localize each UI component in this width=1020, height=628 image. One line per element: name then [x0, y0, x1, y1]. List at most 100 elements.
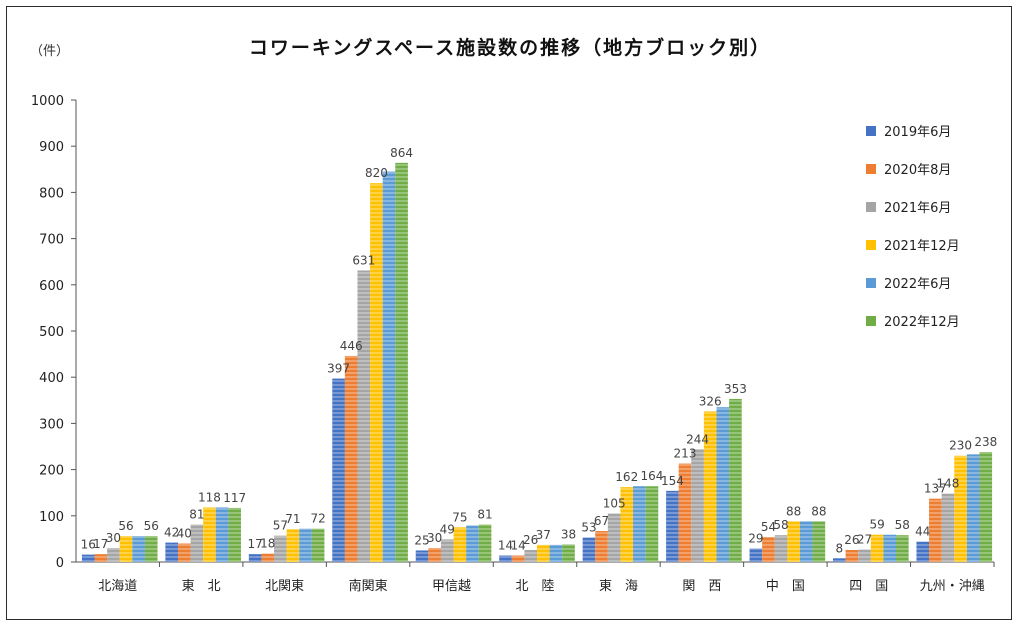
data-label: 164	[641, 469, 664, 483]
bar-texture	[633, 486, 646, 562]
data-label: 58	[773, 518, 788, 532]
bar-texture	[787, 521, 800, 562]
y-tick-label: 500	[39, 325, 64, 340]
bar-texture	[228, 507, 241, 562]
data-label: 326	[699, 394, 722, 408]
y-tick-label: 0	[56, 556, 64, 571]
data-label: 238	[974, 435, 997, 449]
bar-texture	[286, 529, 300, 562]
bar-texture	[215, 507, 229, 562]
bar-texture	[332, 378, 345, 562]
bar-texture	[165, 542, 178, 562]
legend-label: 2022年12月	[884, 315, 960, 330]
data-label: 37	[536, 528, 551, 542]
bar-texture	[144, 536, 158, 562]
bar-texture	[344, 355, 358, 562]
bar-texture	[440, 539, 454, 562]
data-label: 71	[285, 512, 300, 526]
bar-texture	[833, 558, 846, 562]
x-tick-label: 北 陸	[515, 578, 554, 594]
bar-texture	[883, 534, 897, 562]
data-label: 27	[857, 533, 872, 547]
data-label: 54	[761, 520, 776, 534]
x-tick-label: 甲信越	[432, 579, 471, 594]
legend: 2019年6月 2020年8月 2021年6月 2021年12月 2022年6月 2022…	[866, 125, 960, 330]
bar-texture	[428, 548, 441, 562]
data-label: 148	[937, 477, 960, 491]
axes: 0 100 200 300 400 500 600 700 800 900 1000 北海道 東 北 北関…	[31, 94, 995, 594]
legend-label: 2021年6月	[884, 201, 951, 216]
chart-title: コワーキングスペース施設数の推移（地方ブロック別）	[249, 36, 771, 59]
data-label: 30	[427, 531, 442, 545]
bar-texture	[896, 535, 909, 562]
bar-texture	[607, 513, 621, 562]
data-label: 30	[106, 531, 121, 545]
x-tick-label: 東 海	[599, 578, 638, 594]
data-label: 244	[686, 432, 709, 446]
data-label: 88	[786, 504, 801, 518]
data-label: 162	[615, 470, 638, 484]
y-tick-label: 300	[39, 417, 64, 432]
bar-texture	[799, 521, 813, 562]
bar-texture	[703, 411, 717, 562]
x-tick-label: 北関東	[265, 578, 304, 594]
bar-texture	[870, 534, 884, 562]
data-label: 88	[811, 504, 826, 518]
bar-texture	[177, 543, 191, 562]
bar-texture	[979, 452, 993, 562]
bar-texture	[762, 537, 775, 562]
bar-texture	[929, 498, 942, 562]
bar-texture	[941, 493, 955, 562]
data-label: 40	[177, 527, 192, 541]
bar-texture	[729, 398, 742, 562]
data-label: 49	[440, 522, 455, 536]
bar-texture	[299, 528, 312, 562]
bar-texture	[311, 528, 325, 562]
data-label: 42	[164, 526, 179, 540]
data-label: 397	[327, 362, 350, 376]
bar-texture	[132, 536, 145, 562]
data-label: 58	[895, 518, 910, 532]
bar-texture	[370, 183, 383, 562]
bar-texture	[190, 524, 204, 562]
legend-swatch	[866, 126, 876, 136]
legend-swatch	[866, 164, 876, 174]
bar-texture	[537, 544, 550, 562]
bar-texture	[261, 553, 275, 562]
y-tick-label: 200	[39, 464, 64, 479]
data-label: 154	[661, 474, 684, 488]
bar-texture	[511, 555, 525, 562]
bar-texture	[478, 524, 492, 562]
data-label: 17	[93, 537, 108, 551]
bar-texture	[645, 486, 659, 562]
bar-texture	[94, 554, 108, 562]
data-label: 14	[510, 539, 525, 553]
bar-texture	[691, 449, 704, 562]
data-label: 213	[674, 447, 697, 461]
x-tick-label: 東 北	[182, 578, 221, 594]
data-label: 56	[118, 519, 133, 533]
bar-texture	[678, 463, 692, 562]
data-label: 446	[340, 339, 363, 353]
bar-texture	[81, 554, 95, 562]
bar-texture	[248, 554, 262, 562]
bar-texture	[395, 162, 408, 562]
data-label: 16	[81, 538, 96, 552]
data-label: 230	[949, 439, 972, 453]
bar-texture	[858, 549, 871, 562]
y-tick-label: 1000	[31, 94, 64, 109]
bar-texture	[582, 537, 596, 562]
bar-texture	[453, 527, 467, 562]
x-tick-label: 九州・沖縄	[920, 579, 985, 594]
y-tick-label: 400	[39, 371, 64, 386]
chart-frame	[6, 6, 1012, 620]
bar-texture	[549, 544, 563, 562]
legend-swatch	[866, 316, 876, 326]
data-label: 26	[844, 533, 859, 547]
bar-texture	[845, 549, 859, 562]
y-tick-label: 100	[39, 510, 64, 525]
data-label: 59	[869, 518, 884, 532]
bar-texture	[274, 535, 287, 562]
legend-swatch	[866, 202, 876, 212]
